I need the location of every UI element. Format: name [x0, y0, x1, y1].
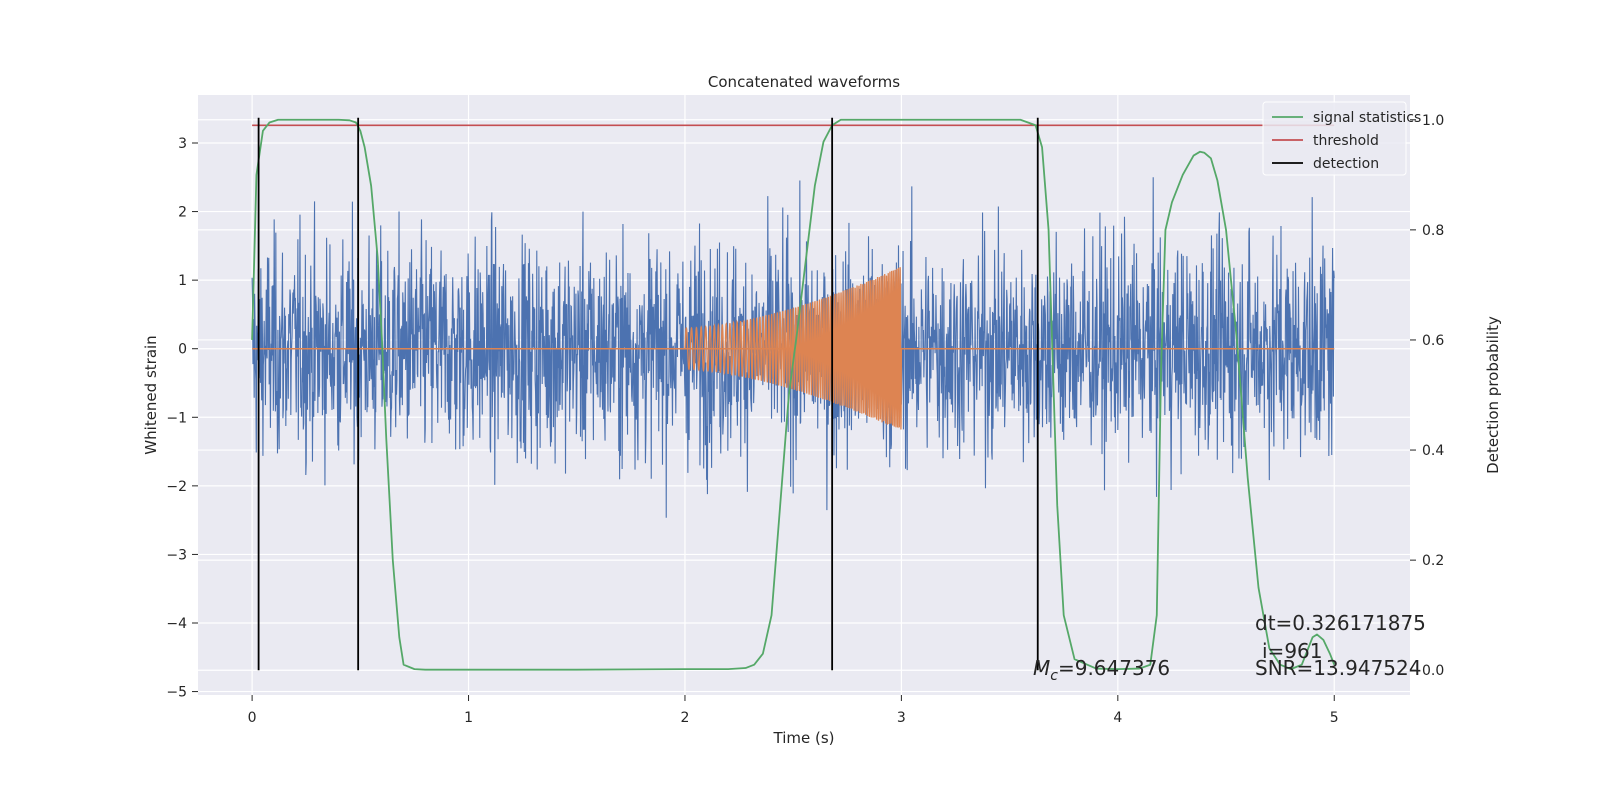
series-layer	[251, 117, 1336, 671]
annotation-chirp-mass-value: =9.647376	[1058, 656, 1170, 680]
annotation-dt: dt=0.326171875	[1255, 611, 1426, 635]
signal-statistics-series	[251, 118, 1336, 671]
y2-tick-label: 0.6	[1422, 333, 1444, 349]
annotation-chirp-mass-symbol: M	[1033, 656, 1050, 680]
annotation-chirp-mass: Mc=9.647376	[1033, 656, 1170, 684]
x-tick-label: 3	[897, 710, 906, 726]
y2-tick-label: 1.0	[1422, 113, 1444, 129]
annotation-index: i=961	[1262, 639, 1323, 663]
y2-axis-label: Detection probability	[1484, 316, 1502, 474]
y-tick-label: 0	[178, 342, 187, 358]
y-tick-label: 2	[178, 205, 187, 221]
y-tick-label: 3	[178, 136, 187, 152]
waveform-series	[684, 267, 903, 430]
y-axis-label: Whitened strain	[142, 335, 160, 454]
legend-label-threshold: threshold	[1313, 133, 1379, 149]
annotation-snr: SNR=13.947524	[1255, 656, 1421, 680]
axes: 0 1 2 3 4 5 −5 −4 −3 −2 −1 0 1 2 3 0.0 0.2 0.4 0.6 0.8 1.0	[166, 113, 1444, 726]
x-tick-label: 4	[1113, 710, 1122, 726]
y-tick-label: −4	[166, 616, 187, 632]
y2-tick-label: 0.2	[1422, 553, 1444, 569]
noise-series	[251, 177, 1335, 518]
x-tick-label: 5	[1330, 710, 1339, 726]
y2-tick-label: 0.4	[1422, 443, 1444, 459]
annotation-chirp-mass-subscript: c	[1050, 668, 1058, 684]
chart-title: Concatenated waveforms	[708, 73, 900, 91]
y-tick-label: −2	[166, 479, 187, 495]
y2-tick-label: 0.0	[1422, 663, 1444, 679]
y-tick-label: −3	[166, 547, 187, 563]
legend-label-signal-statistics: signal statistics	[1313, 110, 1421, 126]
legend-label-detection: detection	[1313, 156, 1379, 172]
y-tick-label: −1	[166, 410, 187, 426]
legend: signal statistics threshold detection	[1262, 101, 1421, 176]
legend-box	[1262, 101, 1407, 176]
x-tick-label: 1	[464, 710, 473, 726]
y-tick-label: 1	[178, 273, 187, 289]
x-axis-label: Time (s)	[773, 729, 835, 747]
y-tick-label: −5	[166, 685, 187, 701]
y2-tick-label: 0.8	[1422, 223, 1444, 239]
x-tick-label: 0	[248, 710, 257, 726]
x-tick-label: 2	[681, 710, 690, 726]
